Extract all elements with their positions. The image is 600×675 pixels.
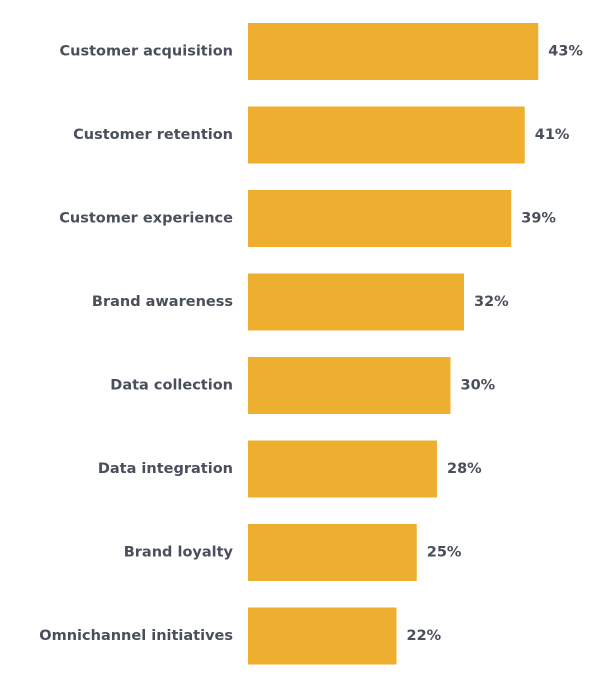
bar: [248, 273, 464, 331]
bar: [248, 607, 397, 665]
value-label: 41%: [535, 127, 570, 143]
value-label: 32%: [474, 294, 509, 310]
category-label: Customer experience: [59, 211, 233, 227]
bar-group: Customer retention 41%: [73, 106, 570, 164]
bar: [248, 23, 539, 80]
category-label: Customer retention: [73, 127, 233, 143]
category-label: Brand loyalty: [124, 545, 234, 561]
bar: [248, 524, 417, 581]
bar-group: Data collection 30%: [110, 357, 496, 414]
category-label: Customer acquisition: [60, 44, 233, 60]
category-label: Brand awareness: [92, 294, 233, 310]
bar: [248, 106, 525, 164]
bar: [248, 190, 512, 247]
bar-group: Customer acquisition 43%: [60, 23, 583, 80]
value-label: 28%: [447, 461, 482, 477]
bar-group: Brand awareness 32%: [92, 273, 509, 331]
category-label: Data collection: [110, 378, 233, 394]
value-label: 43%: [548, 44, 583, 60]
bar: [248, 440, 437, 498]
value-label: 25%: [427, 545, 462, 561]
category-label: Omnichannel initiatives: [39, 628, 233, 644]
value-label: 39%: [521, 211, 556, 227]
category-label: Data integration: [98, 461, 233, 477]
bar-group: Brand loyalty 25%: [124, 524, 462, 581]
bar: [248, 357, 451, 414]
bar-group: Customer experience 39%: [59, 190, 556, 247]
value-label: 22%: [407, 628, 442, 644]
bar-group: Data integration 28%: [98, 440, 482, 498]
bar-group: Omnichannel initiatives 22%: [39, 607, 442, 665]
value-label: 30%: [461, 378, 496, 394]
